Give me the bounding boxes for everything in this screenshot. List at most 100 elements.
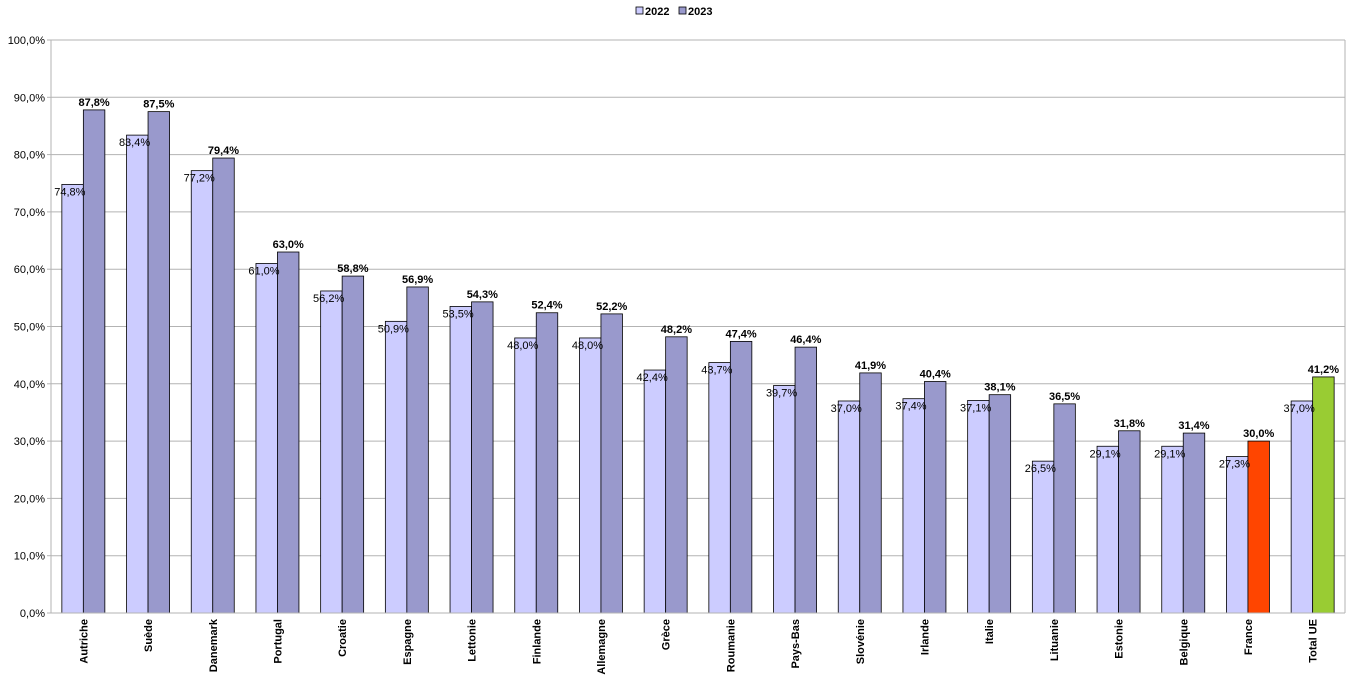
legend: 2022 2023	[635, 6, 712, 18]
data-label-2022: 29,1%	[1089, 448, 1120, 460]
data-label-2022: 27,3%	[1219, 459, 1250, 471]
x-category-label: Espagne	[402, 619, 414, 665]
x-category-label: Roumanie	[725, 619, 737, 672]
x-category-label: Belgique	[1178, 619, 1190, 665]
y-tick-label: 0,0%	[20, 608, 45, 620]
bar-2022	[126, 134, 149, 614]
bar-2022	[1096, 445, 1119, 614]
bar-2022	[449, 306, 472, 614]
bar-2022	[190, 170, 214, 614]
y-tick-label: 60,0%	[14, 264, 45, 276]
legend-swatch	[678, 6, 687, 15]
data-label-2022: 37,0%	[1284, 403, 1315, 415]
legend-item-2022: 2022	[635, 6, 669, 18]
data-label-2023: 54,3%	[467, 289, 498, 301]
bar-2023	[729, 340, 753, 614]
x-category-label: Finlande	[531, 619, 543, 664]
legend-label: 2023	[688, 6, 712, 18]
data-label-2022: 37,1%	[960, 402, 991, 414]
data-label-2023: 56,9%	[402, 274, 433, 286]
data-label-2023: 52,2%	[596, 301, 627, 313]
y-tick-label: 80,0%	[14, 150, 45, 162]
x-category-label: Danemark	[208, 618, 220, 672]
legend-swatch	[635, 6, 644, 15]
bar-2023	[924, 381, 947, 614]
data-label-2022: 50,9%	[378, 323, 409, 335]
data-label-2022: 37,0%	[831, 403, 862, 415]
x-category-label: Total UE	[1308, 619, 1320, 663]
data-label-2023: 87,5%	[143, 99, 174, 111]
bar-2023	[988, 394, 1012, 614]
bar-2023	[1118, 430, 1141, 614]
y-tick-label: 10,0%	[14, 551, 45, 563]
x-category-label: Allemagne	[596, 619, 608, 675]
x-category-label: Autriche	[78, 619, 90, 664]
bar-2022	[1031, 460, 1055, 614]
gridlines	[47, 39, 1345, 614]
legend-label: 2022	[645, 6, 669, 18]
bar-2022	[1226, 456, 1249, 614]
bar-2022	[579, 337, 602, 614]
data-label-2023: 58,8%	[337, 263, 368, 275]
legend-item-2023: 2023	[678, 6, 712, 18]
data-label-2022: 48,0%	[572, 340, 603, 352]
data-label-2023: 48,2%	[661, 324, 692, 336]
bar-2023	[1247, 440, 1270, 614]
data-label-2023: 63,0%	[273, 239, 304, 251]
data-label-2022: 56,2%	[313, 293, 344, 305]
x-category-label: Croatie	[337, 619, 349, 657]
bar-2022	[1161, 445, 1184, 614]
x-category-label: Grèce	[661, 619, 673, 650]
x-category-label: Lettonie	[467, 619, 479, 662]
x-axis-category-labels: Autriche Suède Danemark Portugal Croatie Espa…	[78, 618, 1319, 675]
data-label-2023: 79,4%	[208, 145, 239, 157]
bar-2022	[255, 263, 278, 614]
y-tick-label: 100,0%	[8, 35, 46, 47]
data-label-2022: 77,2%	[184, 173, 215, 185]
data-label-2023: 40,4%	[920, 369, 951, 381]
y-tick-label: 30,0%	[14, 436, 45, 448]
data-label-2022: 37,4%	[895, 401, 926, 413]
data-label-2023: 30,0%	[1243, 428, 1274, 440]
bar-2023	[406, 286, 429, 614]
data-label-2022: 39,7%	[766, 388, 797, 400]
data-label-2022: 83,4%	[119, 137, 150, 149]
bar-2022	[773, 385, 796, 614]
data-label-2023: 52,4%	[531, 300, 562, 312]
y-tick-label: 70,0%	[14, 207, 45, 219]
bar-2022	[514, 337, 537, 614]
y-tick-label: 40,0%	[14, 379, 45, 391]
data-label-2023: 41,9%	[855, 360, 886, 372]
bar-2023	[1053, 403, 1076, 614]
bar-2022	[320, 290, 343, 614]
bar-2022	[967, 400, 990, 614]
bar-2023	[471, 301, 494, 614]
x-category-label: France	[1243, 619, 1255, 655]
data-label-2023: 87,8%	[78, 97, 109, 109]
data-label-2022: 26,5%	[1025, 463, 1056, 475]
bar-2023	[665, 336, 688, 614]
bar-2023	[600, 313, 623, 614]
data-label-2023: 47,4%	[725, 328, 756, 340]
axes	[50, 40, 1346, 614]
x-category-label: Portugal	[272, 619, 284, 664]
data-label-2022: 74,8%	[54, 186, 85, 198]
x-category-label: Lituanie	[1049, 619, 1061, 661]
bar-2022	[708, 362, 731, 614]
bar-2022	[643, 369, 667, 614]
bars	[61, 109, 1335, 614]
y-tick-label: 50,0%	[14, 322, 45, 334]
data-label-2023: 31,8%	[1114, 418, 1145, 430]
bar-2023	[1312, 376, 1335, 614]
bar-2022	[61, 183, 84, 614]
bar-2023	[794, 346, 817, 614]
data-label-2022: 53,5%	[442, 308, 473, 320]
x-category-label: Irlande	[919, 619, 931, 655]
data-label-2022: 43,7%	[701, 365, 732, 377]
bar-2022	[837, 400, 861, 614]
bar-2023	[147, 111, 170, 614]
data-label-2023: 31,4%	[1178, 420, 1209, 432]
data-label-2023: 36,5%	[1049, 391, 1080, 403]
data-label-2023: 41,2%	[1308, 364, 1339, 376]
